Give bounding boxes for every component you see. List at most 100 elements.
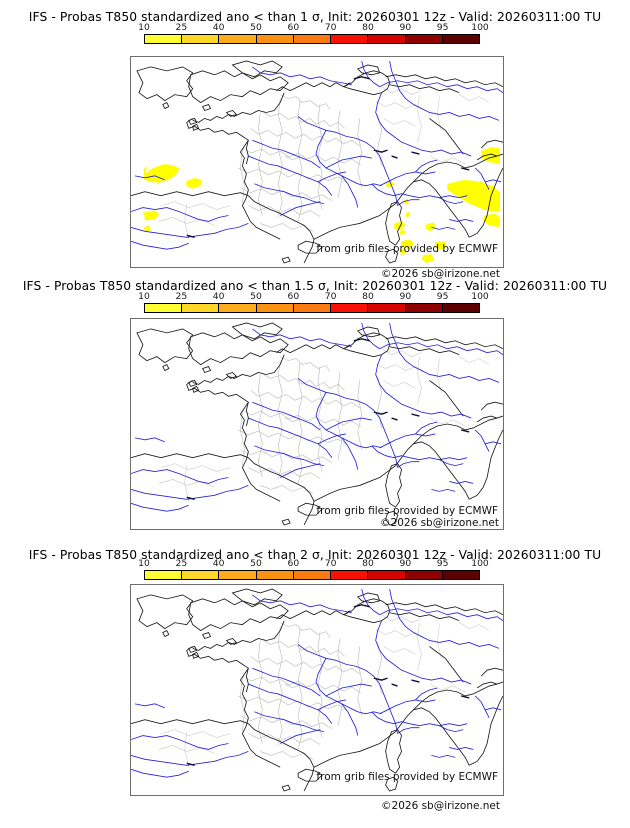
panel-1-title: IFS - Probas T850 standardized ano < tha… [28,10,602,24]
coastlines-panel-2 [131,322,503,526]
panel-3-colorbar-gradient [144,570,480,580]
colorbar-segment-70 [331,35,369,43]
colorbar-tick-10: 10 [138,22,150,33]
colorbar-tick-95: 95 [436,291,449,302]
colorbar-tick-25: 25 [175,22,188,33]
lakes-panel-1 [186,76,470,238]
panel-2-copyright: ©2026 sb@irizone.net [380,517,499,529]
department-boundaries-panel-1 [238,94,382,232]
colorbar-tick-90: 90 [399,291,412,302]
colorbar-segment-80 [368,571,406,579]
colorbar-segment-50 [256,571,294,579]
colorbar-segment-40 [219,35,257,43]
panel-3-ecmwf-credit: from grib files provided by ECMWF [316,771,498,783]
colorbar-tick-80: 80 [362,558,374,569]
colorbar-tick-10: 10 [138,291,150,302]
panel-2-title: IFS - Probas T850 standardized ano < tha… [22,279,608,293]
panel-2-colorbar-gradient [144,303,480,313]
panel-2-colorbar: 10 25 40 50 60 70 80 90 95 100 [138,291,489,313]
colorbar-segment-80 [368,304,406,312]
lakes-panel-3 [186,604,470,766]
rivers-panel-3 [131,588,503,778]
colorbar-segment-25 [182,35,220,43]
colorbar-segment-40 [219,571,257,579]
colorbar-tick-50: 50 [250,22,262,33]
colorbar-segment-40 [219,304,257,312]
colorbar-tick-70: 70 [324,291,337,302]
panel-3-copyright: ©2026 sb@irizone.net [381,800,500,812]
colorbar-tick-10: 10 [138,558,150,569]
panel-1-map-graphic [131,60,503,264]
colorbar-segment-90 [405,571,443,579]
panel-2-map[interactable]: from grib files provided by ECMWF ©2026 … [130,318,504,530]
colorbar-tick-90: 90 [399,558,412,569]
colorbar-tick-80: 80 [362,22,374,33]
colorbar-tick-100: 100 [471,291,489,302]
colorbar-tick-100: 100 [471,22,489,33]
colorbar-tick-100: 100 [471,558,489,569]
panel-1-map[interactable]: from grib files provided by ECMWF [130,56,504,268]
panel-3-colorbar-ticklabels: 10 25 40 50 60 70 80 90 95 100 [138,558,489,570]
colorbar-tick-60: 60 [287,558,300,569]
panel-1-colorbar: 10 25 40 50 60 70 80 90 95 100 [138,22,489,44]
colorbar-segment-25 [182,571,220,579]
colorbar-tick-95: 95 [436,22,449,33]
colorbar-tick-25: 25 [175,558,188,569]
colorbar-segment-10 [145,571,183,579]
panel-3-map-graphic [131,588,503,792]
forecast-panel-1: IFS - Probas T850 standardized ano < tha… [0,10,630,280]
department-boundaries-panel-3 [238,622,382,760]
coastlines-panel-1 [131,60,503,264]
colorbar-tick-95: 95 [436,558,449,569]
coastlines-panel-3 [131,588,503,792]
colorbar-segment-95 [442,571,479,579]
colorbar-segment-70 [331,571,369,579]
panel-3-title: IFS - Probas T850 standardized ano < tha… [28,548,602,562]
forecast-panel-3: IFS - Probas T850 standardized ano < tha… [0,548,630,828]
colorbar-tick-60: 60 [287,291,300,302]
colorbar-segment-70 [331,304,369,312]
colorbar-segment-50 [256,304,294,312]
colorbar-tick-25: 25 [175,291,188,302]
colorbar-segment-10 [145,35,183,43]
panel-1-colorbar-ticklabels: 10 25 40 50 60 70 80 90 95 100 [138,22,489,34]
colorbar-segment-90 [405,35,443,43]
colorbar-segment-60 [293,35,332,43]
foreign-admin-boundaries-panel-3 [158,614,490,768]
panel-2-ecmwf-credit: from grib files provided by ECMWF [316,505,498,517]
colorbar-tick-70: 70 [324,558,337,569]
colorbar-tick-70: 70 [324,22,337,33]
panel-1-copyright: ©2026 sb@irizone.net [381,268,500,280]
colorbar-segment-95 [442,35,479,43]
colorbar-segment-95 [442,304,479,312]
colorbar-segment-90 [405,304,443,312]
colorbar-tick-40: 40 [212,558,225,569]
colorbar-tick-50: 50 [250,558,262,569]
department-boundaries-panel-2 [238,356,382,494]
colorbar-tick-80: 80 [362,291,374,302]
colorbar-segment-10 [145,304,183,312]
colorbar-tick-40: 40 [212,22,225,33]
panel-2-colorbar-ticklabels: 10 25 40 50 60 70 80 90 95 100 [138,291,489,303]
forecast-panel-2: IFS - Probas T850 standardized ano < tha… [0,279,630,547]
panel-3-map[interactable]: from grib files provided by ECMWF [130,584,504,796]
panel-2-map-graphic [131,322,503,526]
foreign-admin-boundaries-panel-1 [158,86,490,240]
colorbar-tick-90: 90 [399,22,412,33]
colorbar-segment-25 [182,304,220,312]
anomaly-regions-panel-1 [143,147,501,264]
colorbar-tick-60: 60 [287,22,300,33]
colorbar-segment-60 [293,304,332,312]
colorbar-tick-50: 50 [250,291,262,302]
rivers-panel-2 [131,322,503,512]
rivers-panel-1 [131,60,503,250]
foreign-admin-boundaries-panel-2 [158,348,490,502]
panel-1-ecmwf-credit: from grib files provided by ECMWF [316,243,498,255]
panel-1-colorbar-gradient [144,34,480,44]
colorbar-segment-50 [256,35,294,43]
colorbar-tick-40: 40 [212,291,225,302]
colorbar-segment-60 [293,571,332,579]
panel-3-colorbar: 10 25 40 50 60 70 80 90 95 100 [138,558,489,580]
colorbar-segment-80 [368,35,406,43]
